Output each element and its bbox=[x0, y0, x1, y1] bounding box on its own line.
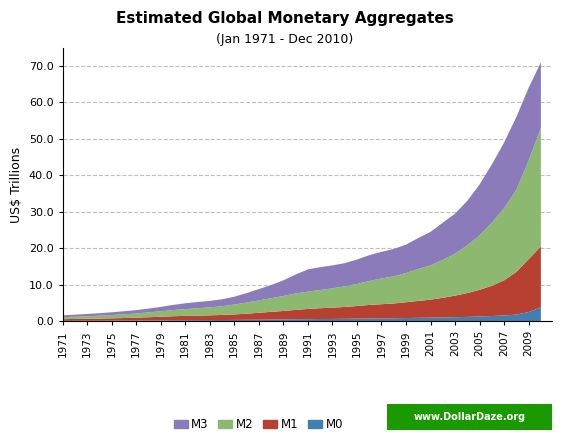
Legend: M3, M2, M1, M0: M3, M2, M1, M0 bbox=[169, 413, 348, 434]
Text: www.DollarDaze.org: www.DollarDaze.org bbox=[413, 411, 526, 422]
Y-axis label: US$ Trillions: US$ Trillions bbox=[10, 146, 23, 223]
FancyBboxPatch shape bbox=[387, 404, 552, 430]
Text: Estimated Global Monetary Aggregates: Estimated Global Monetary Aggregates bbox=[116, 11, 453, 26]
Text: (Jan 1971 - Dec 2010): (Jan 1971 - Dec 2010) bbox=[216, 33, 353, 46]
